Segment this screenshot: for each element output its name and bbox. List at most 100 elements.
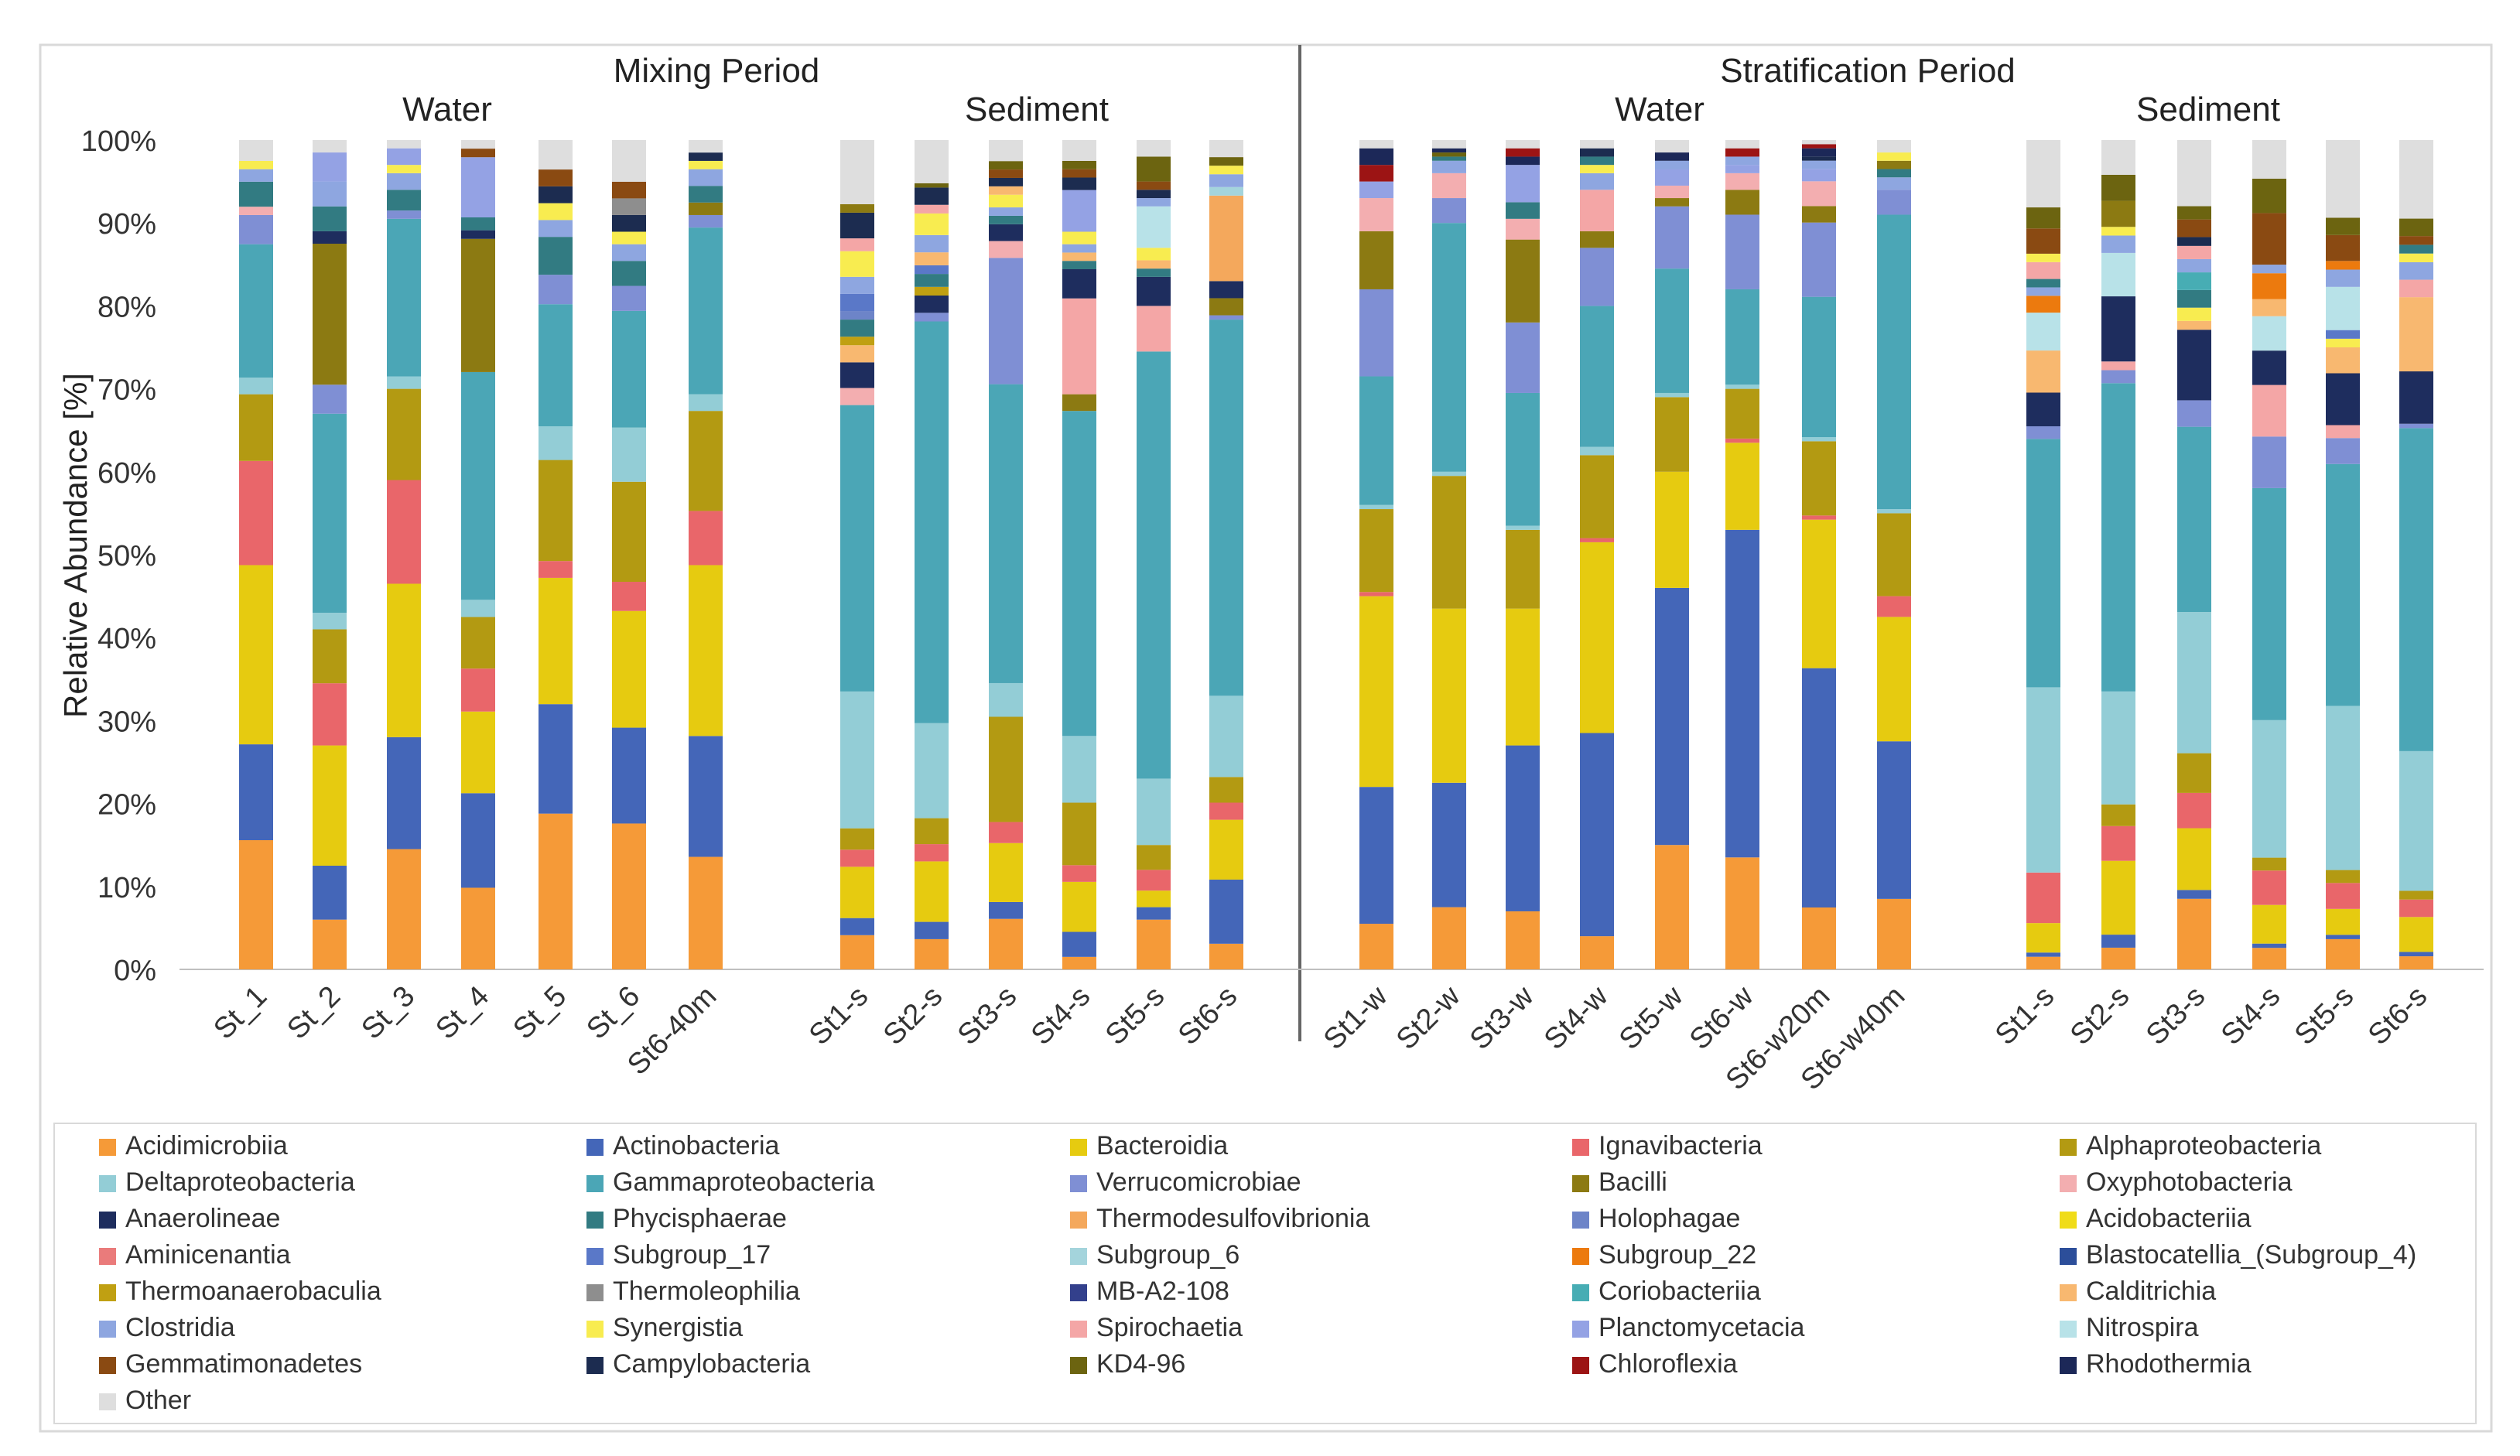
bar-segment [1137,351,1171,779]
bar-segment [1062,394,1096,412]
legend-item: MB-A2-108 [1070,1277,1229,1306]
bar-segment [239,207,273,215]
y-tick-label: 100% [81,125,156,158]
bar-segment [1655,169,1689,186]
bar-segment [840,935,874,969]
bar-segment [1062,160,1096,169]
bar-segment [2252,943,2286,948]
bar-segment [689,202,723,215]
bar-segment [1506,218,1540,240]
legend-item: Acidobacteriia [2060,1204,2252,1233]
legend-item: Gammaproteobacteria [586,1167,874,1197]
legend-label: Calditrichia [2086,1277,2216,1306]
bar-segment [239,744,273,841]
bar-stack [1506,140,1540,969]
bar-segment [1506,140,1540,149]
bar-segment [915,187,949,205]
bar-segment [387,140,421,149]
bar-segment [2326,269,2360,287]
bar-segment [1802,437,1836,442]
bar-segment [989,918,1023,969]
bar-segment [1655,185,1689,199]
bar-segment [989,682,1023,717]
bar-segment [1655,140,1689,153]
bar-stack [1655,140,1689,969]
bar-segment [539,220,573,238]
bar-segment [1877,509,1911,514]
bar-stack [2326,140,2360,969]
bar-segment [840,276,874,294]
bar-segment [840,320,874,337]
bar-segment [313,613,347,630]
bar-segment [1209,157,1243,166]
bar-segment [689,565,723,737]
bar-segment [1137,181,1171,190]
bar-segment [1580,455,1614,538]
bar-segment [2326,425,2360,439]
legend-swatch [1070,1248,1087,1265]
legend-item: Calditrichia [2060,1277,2216,1306]
bar-segment [239,140,273,161]
bar-segment [689,214,723,228]
legend-label: Deltaproteobacteria [125,1167,355,1197]
bar-segment [989,161,1023,170]
bar-segment [461,371,495,600]
bar-segment [2399,140,2433,219]
bar-segment [1209,281,1243,299]
bar-segment [915,234,949,253]
bar-segment [689,511,723,566]
bar-segment [461,157,495,217]
bar-segment [2177,330,2211,401]
legend-item: Chloroflexia [1572,1349,1738,1379]
y-tick-label: 60% [97,457,156,490]
legend-item: Campylobacteria [586,1349,810,1379]
bar-segment [1506,392,1540,526]
bar-segment [1725,385,1759,389]
bar-segment [539,186,573,203]
bar-segment [989,901,1023,919]
bar-segment [1359,376,1393,505]
bar-segment [1655,392,1689,398]
bar-segment [915,213,949,235]
bar-segment [1580,248,1614,306]
bar-segment [2177,245,2211,259]
bar-segment [2177,320,2211,330]
bar-segment [387,737,421,849]
legend-label: Thermodesulfovibrionia [1096,1204,1369,1233]
bar-segment [2326,286,2360,330]
bar-segment [1802,515,1836,520]
bar-segment [1580,538,1614,542]
bar-segment [915,723,949,819]
bar-segment [612,582,646,611]
bar-segment [539,561,573,578]
bar-segment [689,169,723,186]
bar-segment [1137,276,1171,306]
bar-segment [1062,231,1096,244]
legend-label: Actinobacteria [613,1131,780,1160]
bar-segment [1725,443,1759,530]
bar-segment [2252,948,2286,969]
bar-segment [1359,504,1393,510]
legend-label: Coriobacteriia [1599,1277,1761,1306]
bar-segment [2026,296,2060,313]
bar-segment [840,866,874,918]
bar-segment [989,140,1023,162]
bar-segment [1137,870,1171,891]
bar-segment [2326,706,2360,870]
bar-segment [2326,438,2360,464]
bar-segment [840,828,874,850]
bar-segment [1062,736,1096,803]
legend-swatch [586,1321,604,1338]
bar-segment [1359,231,1393,289]
bar-segment [2399,253,2433,262]
legend-swatch [586,1357,604,1374]
bar-segment [915,204,949,214]
bar-segment [2252,316,2286,351]
bar-stack [1359,140,1393,969]
bar-segment [2252,870,2286,905]
bar-segment [2399,371,2433,424]
bar-segment [1725,190,1759,215]
legend-label: Alphaproteobacteria [2086,1131,2321,1160]
period-title: Stratification Period [1720,52,2016,90]
bar-segment [1580,542,1614,733]
